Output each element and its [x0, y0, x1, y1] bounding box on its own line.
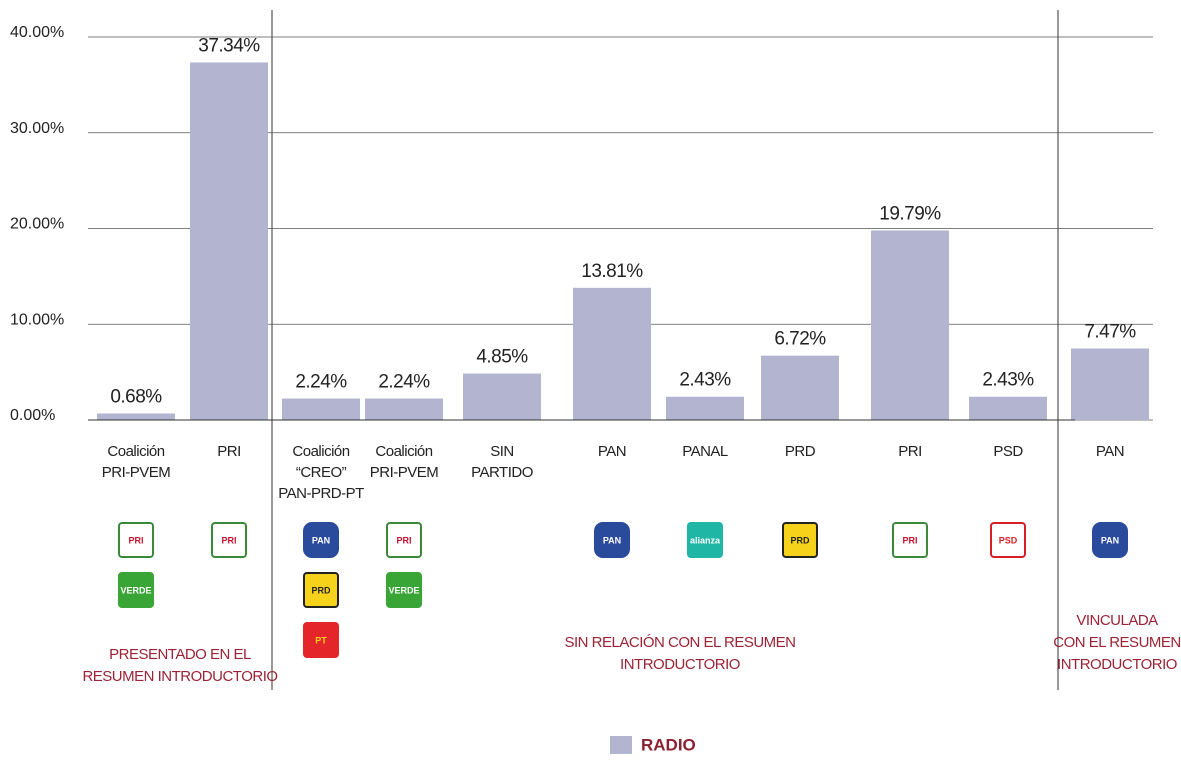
value-label: 2.43%: [982, 370, 1034, 391]
party-logo-text: PT: [315, 635, 327, 645]
bar: [761, 355, 839, 420]
x-tick-line: PRI-PVEM: [102, 464, 171, 481]
party-logo-text: PAN: [312, 535, 330, 545]
bar: [463, 373, 541, 420]
party-logo-text: PAN: [1101, 535, 1119, 545]
value-label: 4.85%: [476, 347, 528, 368]
value-label: 2.24%: [378, 372, 430, 393]
legend-swatch: [610, 736, 632, 754]
bar: [871, 230, 949, 420]
x-tick-label: Coalición PRI-PVEM: [370, 443, 439, 481]
x-tick-line: Coalición: [292, 443, 349, 460]
party-logo: [118, 572, 154, 608]
legend-label: RADIO: [641, 735, 696, 754]
party-logo-text: PRI: [128, 535, 143, 545]
party-logo: [782, 522, 818, 558]
value-label: 6.72%: [774, 329, 826, 350]
y-tick-label: 0.00%: [10, 407, 55, 424]
x-tick-line: PANAL: [682, 443, 728, 460]
value-label: 19.79%: [879, 204, 941, 225]
y-tick-label: 10.00%: [10, 311, 64, 328]
x-tick-label: Coalición PRI-PVEM: [102, 443, 171, 481]
x-tick-line: Coalición: [107, 443, 164, 460]
group-annotation: PRESENTADO EN EL: [109, 646, 251, 663]
party-logo: [990, 522, 1026, 558]
party-logo: [211, 522, 247, 558]
bar: [190, 62, 268, 420]
group-annotation: INTRODUCTORIO: [1057, 656, 1177, 673]
party-logo: [303, 572, 339, 608]
party-logo: [303, 522, 339, 558]
x-tick-line: “CREO”: [296, 464, 347, 481]
group-annotation: RESUMEN INTRODUCTORIO: [82, 668, 277, 685]
x-tick-line: Coalición: [375, 443, 432, 460]
bar: [969, 396, 1047, 420]
group-annotation: VINCULADA: [1076, 612, 1158, 629]
party-logo: [386, 572, 422, 608]
value-label: 37.34%: [198, 35, 260, 56]
x-tick-label: PANAL: [682, 443, 728, 460]
y-tick-label: 30.00%: [10, 120, 64, 137]
value-label: 2.43%: [679, 370, 731, 391]
party-logo: [386, 522, 422, 558]
group-annotation: INTRODUCTORIO: [620, 656, 740, 673]
party-logo: [594, 522, 630, 558]
group-annotation: CON EL RESUMEN: [1053, 634, 1180, 651]
party-logo-text: PRD: [311, 585, 331, 595]
value-label: 0.68%: [110, 387, 162, 408]
party-logo-text: PRI: [396, 535, 411, 545]
group-annotation: SIN RELACIÓN CON EL RESUMEN: [565, 634, 796, 651]
x-tick-label: PRI: [217, 443, 241, 460]
x-tick-line: PAN-PRD-PT: [278, 485, 364, 502]
value-label: 7.47%: [1084, 321, 1136, 342]
x-tick-label: PSD: [993, 443, 1023, 460]
x-tick-label: SIN PARTIDO: [471, 443, 533, 481]
x-tick-line: PRD: [785, 443, 816, 460]
party-logo: [118, 522, 154, 558]
party-logo-text: PRD: [790, 535, 810, 545]
x-tick-line: PAN: [598, 443, 626, 460]
party-logo: [892, 522, 928, 558]
x-tick-line: PRI: [898, 443, 922, 460]
x-tick-line: PSD: [993, 443, 1023, 460]
party-logo: [303, 622, 339, 658]
party-logo-text: VERDE: [388, 585, 419, 595]
x-tick-label: PAN: [598, 443, 626, 460]
party-logo: [687, 522, 723, 558]
party-logo-text: VERDE: [120, 585, 151, 595]
party-logo-text: PRI: [221, 535, 236, 545]
bar: [573, 287, 651, 420]
x-tick-line: PRI-PVEM: [370, 464, 439, 481]
party-logo-text: alianza: [690, 535, 721, 545]
party-logo-text: PSD: [999, 535, 1018, 545]
y-tick-label: 40.00%: [10, 24, 64, 41]
party-logo-text: PRI: [902, 535, 917, 545]
bar: [282, 398, 360, 420]
party-logo-text: PAN: [603, 535, 621, 545]
x-tick-label: PRI: [898, 443, 922, 460]
x-tick-label: Coalición “CREO” PAN-PRD-PT: [278, 443, 364, 502]
bar: [97, 413, 175, 420]
bar: [666, 396, 744, 420]
party-logo: [1092, 522, 1128, 558]
bar: [365, 398, 443, 420]
x-tick-label: PRD: [785, 443, 816, 460]
x-tick-line: PRI: [217, 443, 241, 460]
y-tick-label: 20.00%: [10, 216, 64, 233]
x-tick-line: SIN: [490, 443, 514, 460]
x-tick-label: PAN: [1096, 443, 1124, 460]
bar: [1071, 348, 1149, 420]
x-tick-line: PAN: [1096, 443, 1124, 460]
value-label: 2.24%: [295, 372, 347, 393]
value-label: 13.81%: [581, 261, 643, 282]
x-tick-line: PARTIDO: [471, 464, 533, 481]
